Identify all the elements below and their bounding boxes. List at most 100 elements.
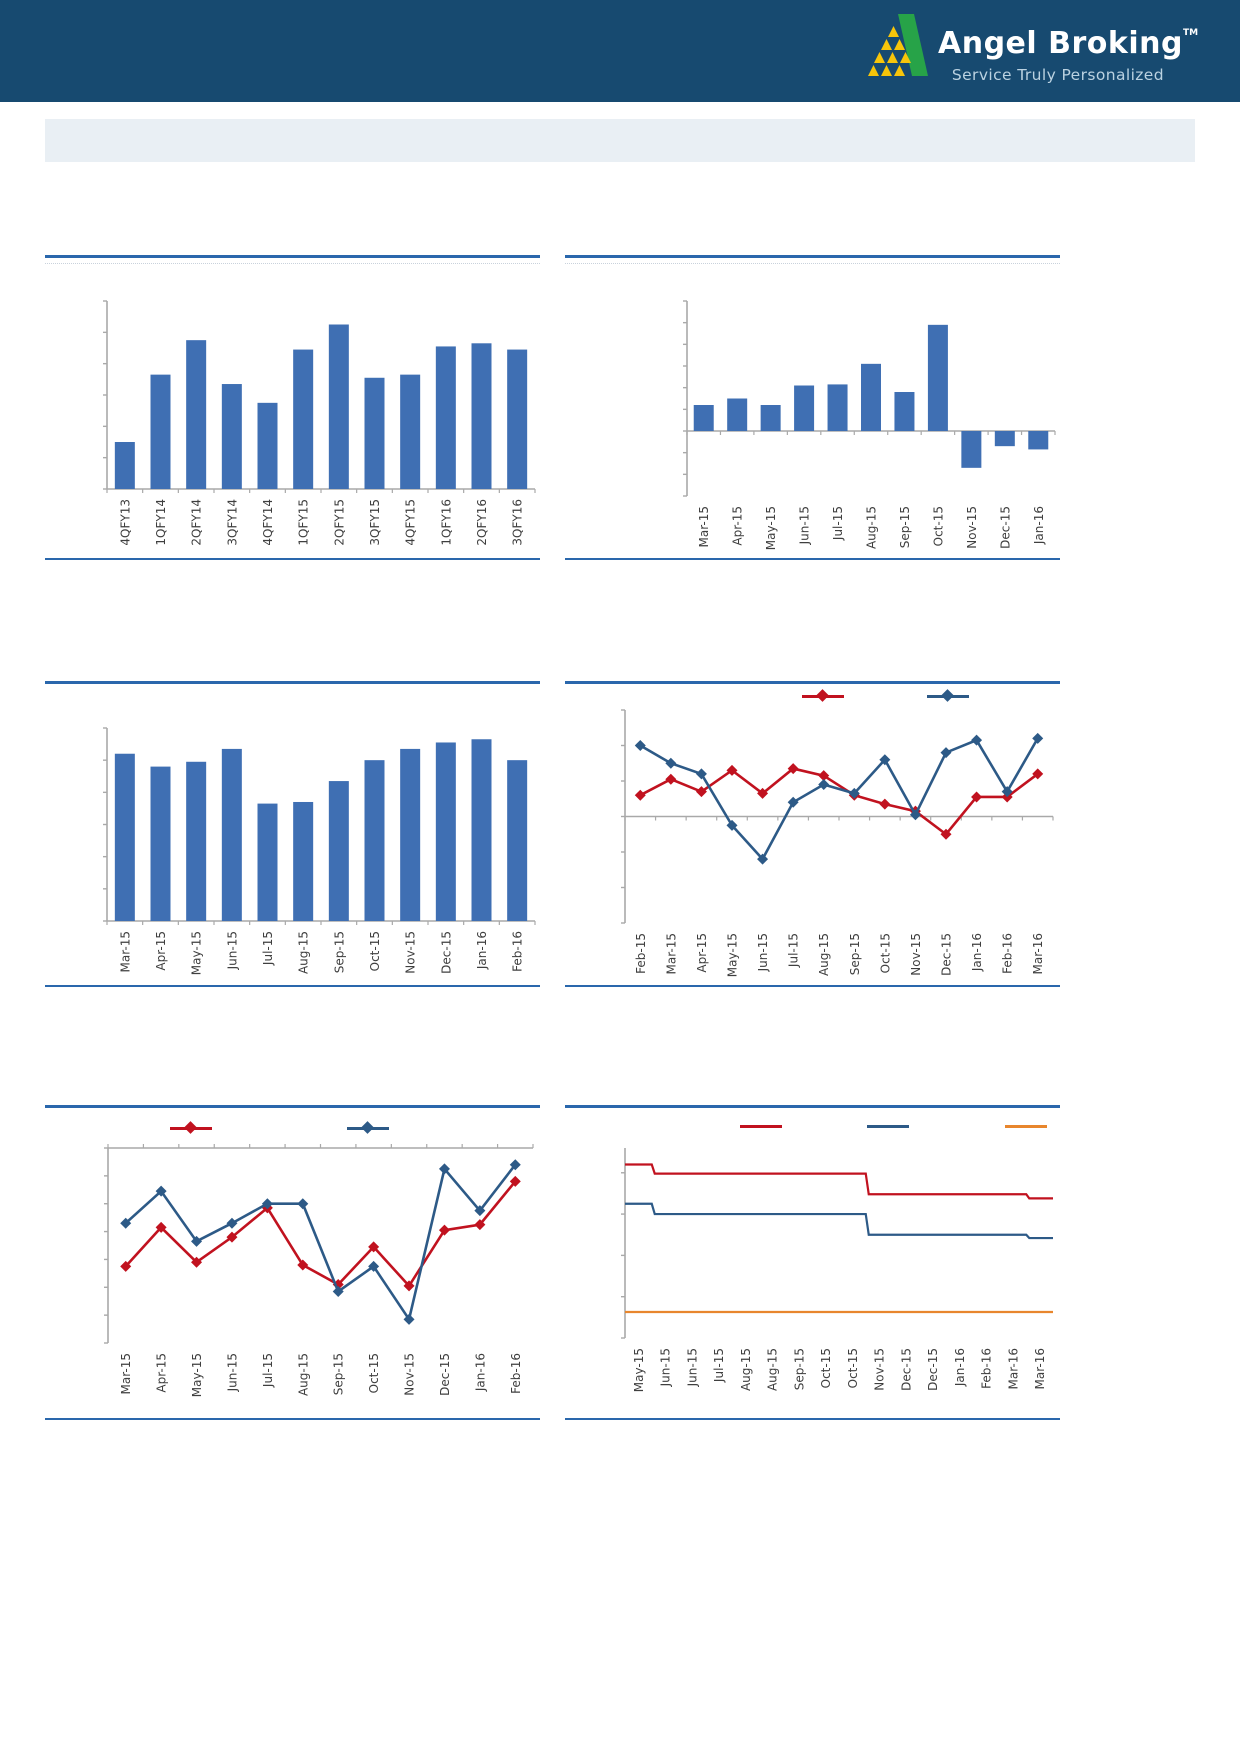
chart-panel-dual-line: Feb-15 Mar-15 Apr-15 May-15 Jun-15 Jul-15 Aug-…: [565, 681, 1060, 987]
svg-text:3QFY14: 3QFY14: [225, 499, 239, 546]
svg-text:4QFY13: 4QFY13: [118, 499, 132, 546]
legend-line-swatch: [1005, 1125, 1047, 1128]
svg-text:Mar-16: Mar-16: [1033, 1348, 1047, 1389]
svg-text:Mar-15: Mar-15: [119, 1353, 133, 1394]
svg-text:Aug-15: Aug-15: [865, 506, 879, 549]
x-labels: May-15 Jun-15 Jun-15 Jul-15 Aug-15 Aug-15 Sep-…: [632, 1348, 1047, 1392]
svg-text:4QFY14: 4QFY14: [261, 499, 275, 546]
svg-text:2QFY16: 2QFY16: [475, 499, 489, 546]
x-labels: Mar-15 Apr-15 May-15 Jun-15 Jul-15 Aug-15 Sep-…: [119, 1353, 523, 1397]
svg-text:Dec-15: Dec-15: [940, 933, 954, 976]
svg-text:Jan-16: Jan-16: [473, 1353, 487, 1392]
svg-text:Nov-15: Nov-15: [873, 1348, 887, 1391]
svg-text:Mar-15: Mar-15: [697, 506, 711, 547]
x-baseline: [107, 1144, 534, 1149]
svg-text:Oct-15: Oct-15: [878, 933, 892, 973]
x-baseline: [624, 815, 1054, 821]
svg-text:Nov-15: Nov-15: [909, 933, 923, 976]
bar-series: [693, 324, 1049, 468]
chart-panel-dual-line-negative: Mar-15 Apr-15 May-15 Jun-15 Jul-15 Aug-15 Sep-…: [45, 1105, 540, 1420]
svg-text:Jul-15: Jul-15: [712, 1348, 726, 1383]
chart-panel-quarterly-bar: 4QFY13 1QFY14 2QFY14 3QFY14 4QFY14 1QFY15 2QFY…: [45, 255, 540, 560]
summary-banner: [45, 119, 1195, 162]
svg-text:May-15: May-15: [726, 933, 740, 977]
red-series: [625, 1163, 1053, 1200]
chart-panel-monthly-bar: Mar-15 Apr-15 May-15 Jun-15 Jul-15 Aug-15 Sep-…: [45, 681, 540, 987]
svg-text:Jul-15: Jul-15: [261, 931, 275, 966]
divider-line: [565, 255, 1060, 258]
svg-text:1QFY15: 1QFY15: [297, 499, 311, 546]
svg-text:Jul-15: Jul-15: [787, 933, 801, 968]
divider-line: [45, 681, 540, 684]
svg-text:Jun-15: Jun-15: [798, 506, 812, 545]
chart-panel-monthly-bar-posneg: Mar-15 Apr-15 May-15 Jun-15 Jul-15 Aug-15 Sep-…: [565, 255, 1060, 560]
svg-text:Mar-16: Mar-16: [1031, 933, 1045, 974]
x-labels: Feb-15 Mar-15 Apr-15 May-15 Jun-15 Jul-15 Aug-…: [634, 933, 1045, 977]
svg-text:Jun-15: Jun-15: [225, 931, 239, 970]
svg-text:Mar-15: Mar-15: [118, 931, 132, 972]
svg-text:Nov-15: Nov-15: [403, 1353, 417, 1396]
svg-text:Jun-15: Jun-15: [756, 933, 770, 972]
dual-line-chart: Feb-15 Mar-15 Apr-15 May-15 Jun-15 Jul-15 Aug-…: [621, 709, 1054, 977]
page-header: Angel BrokingTM Service Truly Personaliz…: [0, 0, 1240, 102]
blue-series: [625, 1202, 1053, 1240]
dotted-rule: [45, 263, 540, 264]
x-labels: 4QFY13 1QFY14 2QFY14 3QFY14 4QFY14 1QFY15 2QFY…: [118, 499, 524, 546]
svg-text:Nov-15: Nov-15: [404, 931, 418, 974]
svg-text:May-15: May-15: [764, 506, 778, 550]
svg-text:2QFY15: 2QFY15: [332, 499, 346, 546]
svg-text:Jan-16: Jan-16: [953, 1348, 967, 1387]
legend-diamond-swatch: [361, 1121, 374, 1134]
svg-text:1QFY16: 1QFY16: [439, 499, 453, 546]
svg-text:Jul-15: Jul-15: [261, 1353, 275, 1388]
blue-series: [120, 1159, 521, 1325]
legend-line-swatch: [740, 1125, 782, 1128]
divider-line: [565, 558, 1060, 560]
bar-series: [114, 739, 528, 921]
svg-text:May-15: May-15: [632, 1348, 646, 1392]
svg-text:May-15: May-15: [190, 931, 204, 975]
svg-text:Aug-15: Aug-15: [817, 933, 831, 976]
svg-text:Dec-15: Dec-15: [439, 931, 453, 974]
svg-text:Jan-16: Jan-16: [970, 933, 984, 972]
svg-text:Mar-15: Mar-15: [664, 933, 678, 974]
svg-text:Apr-15: Apr-15: [154, 931, 168, 971]
divider-line: [45, 985, 540, 987]
x-baseline: [106, 920, 536, 925]
svg-text:Dec-15: Dec-15: [438, 1353, 452, 1396]
svg-text:2QFY14: 2QFY14: [190, 499, 204, 546]
svg-text:Nov-15: Nov-15: [965, 506, 979, 549]
divider-line: [45, 1105, 540, 1108]
svg-text:Feb-16: Feb-16: [511, 931, 525, 972]
brand-line: Angel BrokingTM: [938, 26, 1198, 61]
divider-line: [565, 985, 1060, 987]
brand-name: Angel Broking: [938, 26, 1183, 61]
y-axis: [683, 300, 688, 497]
legend-diamond-swatch: [184, 1121, 197, 1134]
x-labels: Mar-15 Apr-15 May-15 Jun-15 Jul-15 Aug-15 Sep-…: [697, 506, 1046, 550]
y-axis: [103, 300, 108, 490]
divider-line: [565, 1105, 1060, 1108]
svg-text:1QFY14: 1QFY14: [154, 499, 168, 546]
dual-line-negative-chart: Mar-15 Apr-15 May-15 Jun-15 Jul-15 Aug-15 Sep-…: [104, 1144, 534, 1397]
legend-item-blue-series: [347, 1121, 389, 1134]
svg-text:Sep-15: Sep-15: [332, 931, 346, 973]
red-series: [120, 1175, 521, 1292]
brand-tagline: Service Truly Personalized: [951, 66, 1164, 84]
divider-line: [45, 1418, 540, 1420]
svg-text:Aug-15: Aug-15: [296, 1353, 310, 1396]
divider-line: [45, 255, 540, 258]
dotted-rule: [565, 263, 1060, 264]
svg-text:Dec-15: Dec-15: [926, 1348, 940, 1391]
svg-text:Oct-15: Oct-15: [367, 1353, 381, 1393]
svg-text:3QFY15: 3QFY15: [368, 499, 382, 546]
svg-text:Oct-15: Oct-15: [819, 1348, 833, 1388]
svg-text:Jun-15: Jun-15: [225, 1353, 239, 1392]
svg-text:Aug-15: Aug-15: [766, 1348, 780, 1391]
legend-diamond-swatch: [816, 689, 829, 702]
y-axis: [621, 1148, 626, 1339]
divider-line: [45, 558, 540, 560]
x-baseline: [106, 488, 536, 493]
svg-text:Mar-16: Mar-16: [1006, 1348, 1020, 1389]
legend-diamond-swatch: [941, 689, 954, 702]
